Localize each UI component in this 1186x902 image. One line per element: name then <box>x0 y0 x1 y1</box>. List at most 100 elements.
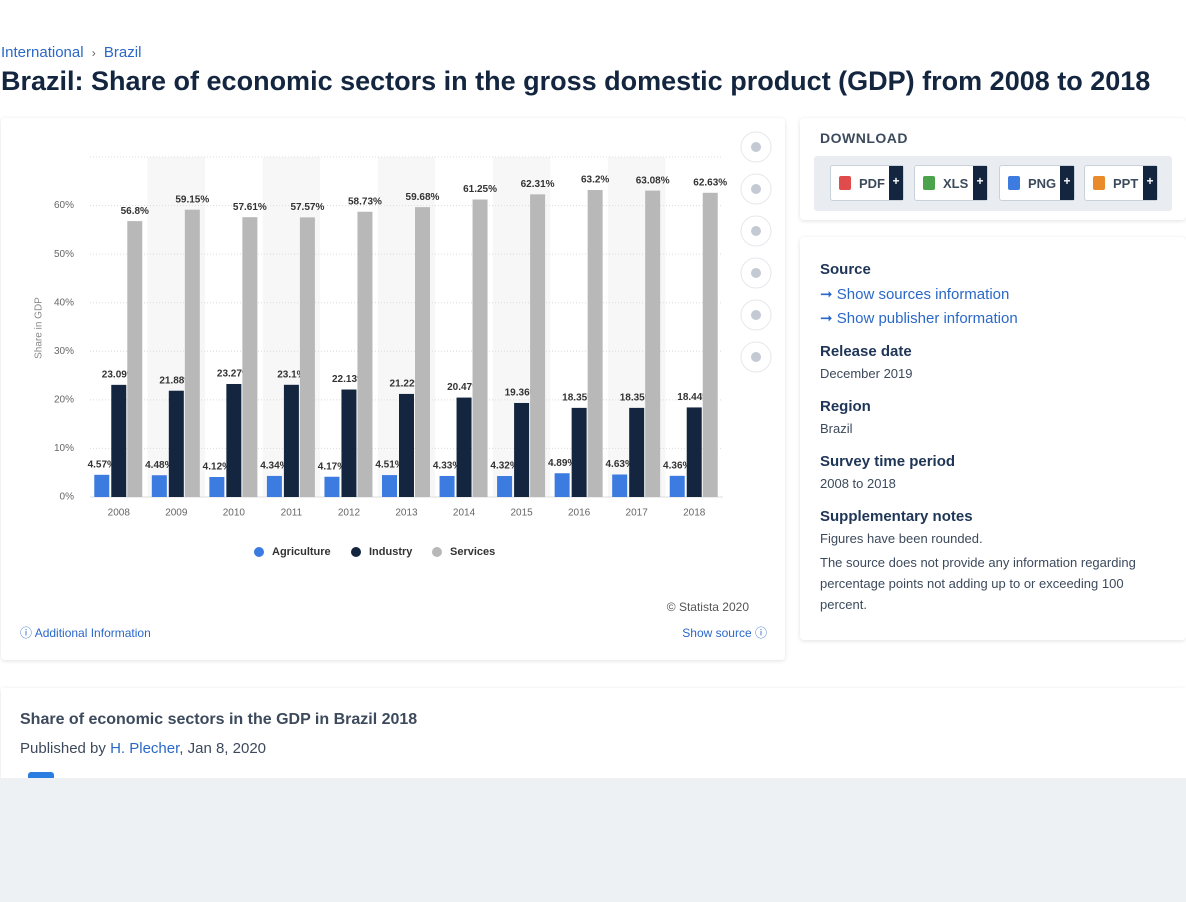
value-label: 22.13% <box>332 374 366 385</box>
publish-date: , Jan 8, 2020 <box>179 740 267 757</box>
bar <box>497 476 513 497</box>
bar <box>686 407 702 497</box>
note: The source does not provide any informat… <box>820 555 1136 612</box>
value-label: 4.89% <box>548 458 576 469</box>
bar <box>399 393 414 497</box>
value-label: 62.31% <box>521 179 555 190</box>
value-label: 4.17% <box>318 461 346 472</box>
published-by: Published by <box>20 740 106 757</box>
y-tick-label: 60% <box>54 200 74 211</box>
bar <box>111 384 127 497</box>
bar <box>382 475 397 497</box>
value-label: 20.47% <box>447 382 481 393</box>
bar <box>415 207 430 497</box>
bar <box>324 476 340 497</box>
bar <box>612 474 628 497</box>
format-label: PDF <box>859 176 885 191</box>
region: Brazil <box>820 421 853 436</box>
x-tick-label: 2012 <box>338 508 361 519</box>
download-card: DOWNLOAD PDF + XLS + PNG + PPT + <box>800 118 1186 220</box>
page-bottom <box>0 778 1186 902</box>
value-label: 57.61% <box>233 202 267 213</box>
bar <box>702 192 718 497</box>
article-title: Share of economic sectors in the GDP in … <box>20 711 418 728</box>
value-label: 59.15% <box>175 194 209 205</box>
value-label: 23.09% <box>102 369 136 380</box>
y-tick-label: 10% <box>54 443 74 454</box>
value-label: 62.63% <box>693 177 727 188</box>
bar <box>127 221 143 497</box>
bar <box>226 383 242 497</box>
value-label: 4.34% <box>260 461 288 472</box>
additional-info[interactable]: ⓘ Additional Information <box>20 626 151 640</box>
format-label: PNG <box>1028 176 1057 191</box>
value-label: 56.8% <box>121 206 149 217</box>
download-title: DOWNLOAD <box>820 130 908 146</box>
sources-link[interactable]: ➞ Show sources information <box>820 286 1010 303</box>
png-button[interactable]: PNG + <box>999 165 1075 201</box>
release-date: December 2019 <box>820 366 913 381</box>
value-label: 63.2% <box>581 175 609 186</box>
bar <box>184 209 200 497</box>
bar <box>168 390 184 497</box>
x-tick-label: 2008 <box>108 508 131 519</box>
bar <box>266 475 282 497</box>
x-tick-label: 2016 <box>568 508 591 519</box>
publisher-link[interactable]: ➞ Show publisher information <box>820 310 1018 327</box>
bar <box>530 194 546 497</box>
author-link[interactable]: H. Plecher <box>110 740 180 757</box>
value-label: 4.33% <box>433 461 461 472</box>
y-tick-label: 20% <box>54 394 74 405</box>
pdf-button[interactable]: PDF + <box>830 165 904 201</box>
x-tick-label: 2017 <box>626 508 649 519</box>
page-title: Brazil: Share of economic sectors in the… <box>1 66 1151 96</box>
value-label: 63.08% <box>636 175 670 186</box>
value-label: 18.35% <box>562 393 596 404</box>
value-label: 18.35% <box>620 393 654 404</box>
y-axis-label: Share in GDP <box>34 297 45 359</box>
legend-marker <box>351 547 361 557</box>
show-source[interactable]: Show source ⓘ <box>682 626 767 640</box>
breadcrumb: International › Brazil <box>1 44 141 61</box>
additional-info-link[interactable]: Additional Information <box>34 626 151 640</box>
bar <box>242 217 258 497</box>
value-label: 23.1% <box>277 369 305 380</box>
x-tick-label: 2010 <box>223 508 246 519</box>
note: Figures have been rounded. <box>820 531 983 546</box>
bar <box>629 407 645 497</box>
period: 2008 to 2018 <box>820 476 896 491</box>
breadcrumb-link[interactable]: International <box>1 44 84 61</box>
value-label: 4.51% <box>375 460 403 471</box>
format-label: XLS <box>943 176 969 191</box>
bar <box>645 190 661 497</box>
bar <box>439 475 455 497</box>
bar <box>341 389 357 497</box>
download-bar: PDF + XLS + PNG + PPT + <box>814 156 1172 211</box>
y-tick-label: 50% <box>54 249 74 260</box>
bar <box>514 402 530 497</box>
article-card: Share of economic sectors in the GDP in … <box>1 688 1186 788</box>
x-tick-label: 2015 <box>510 508 533 519</box>
source-title: Source <box>820 261 871 278</box>
legend-label: Agriculture <box>272 546 331 558</box>
sources-link-text[interactable]: Show sources information <box>836 286 1010 303</box>
y-tick-label: 30% <box>54 346 74 357</box>
ppt-button[interactable]: PPT + <box>1084 165 1158 201</box>
legend-marker <box>432 547 442 557</box>
value-label: 21.88% <box>159 375 193 386</box>
legend-label: Services <box>450 546 495 558</box>
value-label: 4.57% <box>88 459 116 470</box>
publisher-link-text[interactable]: Show publisher information <box>836 310 1018 327</box>
value-label: 4.12% <box>203 462 231 473</box>
legend-label: Industry <box>369 546 413 558</box>
breadcrumb-link[interactable]: Brazil <box>103 44 142 61</box>
x-tick-label: 2013 <box>395 508 418 519</box>
bar <box>571 407 587 497</box>
y-tick-label: 0% <box>60 492 75 503</box>
show-source-link[interactable]: Show source <box>682 626 752 640</box>
bar <box>283 384 299 497</box>
xls-button[interactable]: XLS + <box>914 165 988 201</box>
bar <box>587 190 603 497</box>
value-label: 4.63% <box>606 459 634 470</box>
bar <box>151 475 167 497</box>
